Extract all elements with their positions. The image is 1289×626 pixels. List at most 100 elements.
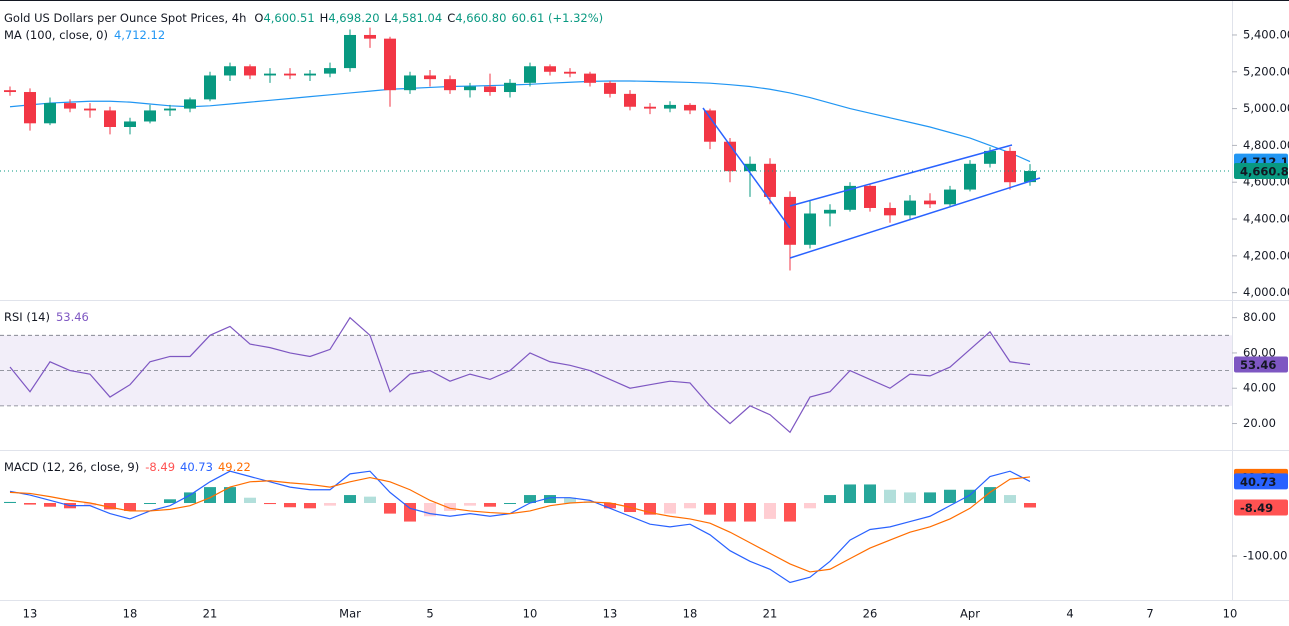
x-tick-label: 10 (1223, 607, 1238, 621)
x-tick-label: 13 (23, 607, 38, 621)
trend-line (702, 107, 791, 229)
candle-body (24, 92, 36, 124)
x-tick-label: 4 (1066, 607, 1073, 621)
candle-body (504, 82, 516, 93)
histogram-bar (484, 503, 496, 507)
trend-lines (702, 107, 1041, 259)
trend-line (789, 144, 1013, 207)
ohlc-key: C (447, 11, 455, 25)
histogram-bar (844, 484, 856, 504)
candle-body (284, 73, 296, 76)
histogram-bar (464, 503, 476, 506)
candle-body (204, 75, 216, 100)
candle-body (964, 163, 976, 190)
histogram-bar (1024, 503, 1036, 508)
histogram-bar (764, 503, 776, 519)
change: 60.61 (+1.32%) (511, 11, 603, 25)
candle-body (984, 150, 996, 164)
candle-body (1024, 171, 1036, 183)
y-tick-label: 5,000.00 (1243, 101, 1289, 115)
histogram-bar (184, 492, 196, 504)
histogram-bar (824, 495, 836, 504)
ohlc-key: O (254, 11, 263, 25)
histogram-bar (724, 503, 736, 522)
rsi-line (9, 316, 1031, 434)
legend: Gold US Dollars per Ounce Spot Prices, 4… (4, 11, 603, 25)
indicator-value: 53.46 (56, 310, 89, 324)
candle-body (844, 185, 856, 210)
candle-body (64, 103, 76, 109)
candle-body (384, 38, 396, 91)
candle-body (924, 200, 936, 205)
ohlc-value: 4,600.51 (263, 11, 314, 25)
histogram-bar (144, 503, 156, 505)
histogram-bar (944, 489, 956, 504)
histogram-bar (744, 503, 756, 522)
macd-line (9, 476, 1031, 573)
y-tick-label: 4,000.00 (1243, 285, 1289, 299)
candle-body (644, 106, 656, 109)
candle-body (664, 104, 676, 109)
indicator-name: MACD (12, 26, close, 9) (4, 460, 139, 474)
y-tick-label: 5,200.00 (1243, 64, 1289, 78)
candle-body (604, 82, 616, 94)
ohlc-value: 4,581.04 (391, 11, 442, 25)
candle-body (944, 189, 956, 205)
candle-body (884, 207, 896, 216)
histogram-bar (904, 492, 916, 504)
histogram-bar (644, 503, 656, 515)
histogram-bar (364, 496, 376, 504)
legend: MA (100, close, 0) 4,712.12 (4, 28, 165, 42)
price-badge-label: 40.73 (1240, 475, 1276, 489)
histogram-bar (884, 489, 896, 504)
histogram-bar (444, 503, 456, 511)
histogram-bar (264, 503, 276, 505)
chart-title: Gold US Dollars per Ounce Spot Prices, 4… (4, 11, 246, 25)
histogram-bar (864, 484, 876, 504)
candle-body (624, 93, 636, 107)
trend-line (789, 177, 1041, 259)
indicator-value: 40.73 (180, 460, 213, 474)
histogram-bar (344, 495, 356, 504)
histogram-bar (524, 495, 536, 504)
x-tick-label: Apr (960, 607, 980, 621)
candle-body (104, 110, 116, 127)
candle-body (744, 163, 756, 172)
x-tick-label: Mar (339, 607, 361, 621)
candle-body (344, 34, 356, 69)
histogram-bar (804, 503, 816, 509)
candle-body (804, 213, 816, 245)
histogram-bar (4, 501, 16, 504)
histogram-bar (84, 503, 96, 506)
candle-body (304, 73, 316, 76)
histogram-bar (404, 503, 416, 522)
price-badge-label: 53.46 (1240, 358, 1276, 372)
candle-body (264, 73, 276, 76)
x-tick-label: 21 (203, 607, 218, 621)
histogram-bar (664, 503, 676, 514)
candle-body (404, 75, 416, 91)
x-tick-label: 13 (603, 607, 618, 621)
indicator-name: MA (100, close, 0) (4, 28, 108, 42)
indicator-name: RSI (14) (4, 310, 50, 324)
x-tick-label: 26 (863, 607, 878, 621)
y-tick-label: 4,800.00 (1243, 138, 1289, 152)
candle-body (704, 110, 716, 142)
candle-body (904, 200, 916, 216)
histogram-bar (784, 503, 796, 522)
ohlc-value: 4,698.20 (328, 11, 379, 25)
ohlc-key: L (385, 11, 392, 25)
candle-body (544, 66, 556, 72)
price-badge-label: 4,660.80 (1240, 165, 1289, 179)
candle-body (324, 68, 336, 74)
candle-body (4, 90, 16, 93)
histogram-bar (564, 497, 576, 504)
y-tick-label: 80.00 (1243, 310, 1276, 324)
candle-body (444, 79, 456, 91)
y-tick-label: 60.00 (1243, 345, 1276, 359)
candle-body (584, 73, 596, 83)
legend: RSI (14) 53.46 (4, 310, 89, 324)
candle-body (144, 110, 156, 122)
y-tick-label: 5,400.00 (1243, 27, 1289, 41)
y-tick-label: -100.00 (1243, 549, 1287, 563)
